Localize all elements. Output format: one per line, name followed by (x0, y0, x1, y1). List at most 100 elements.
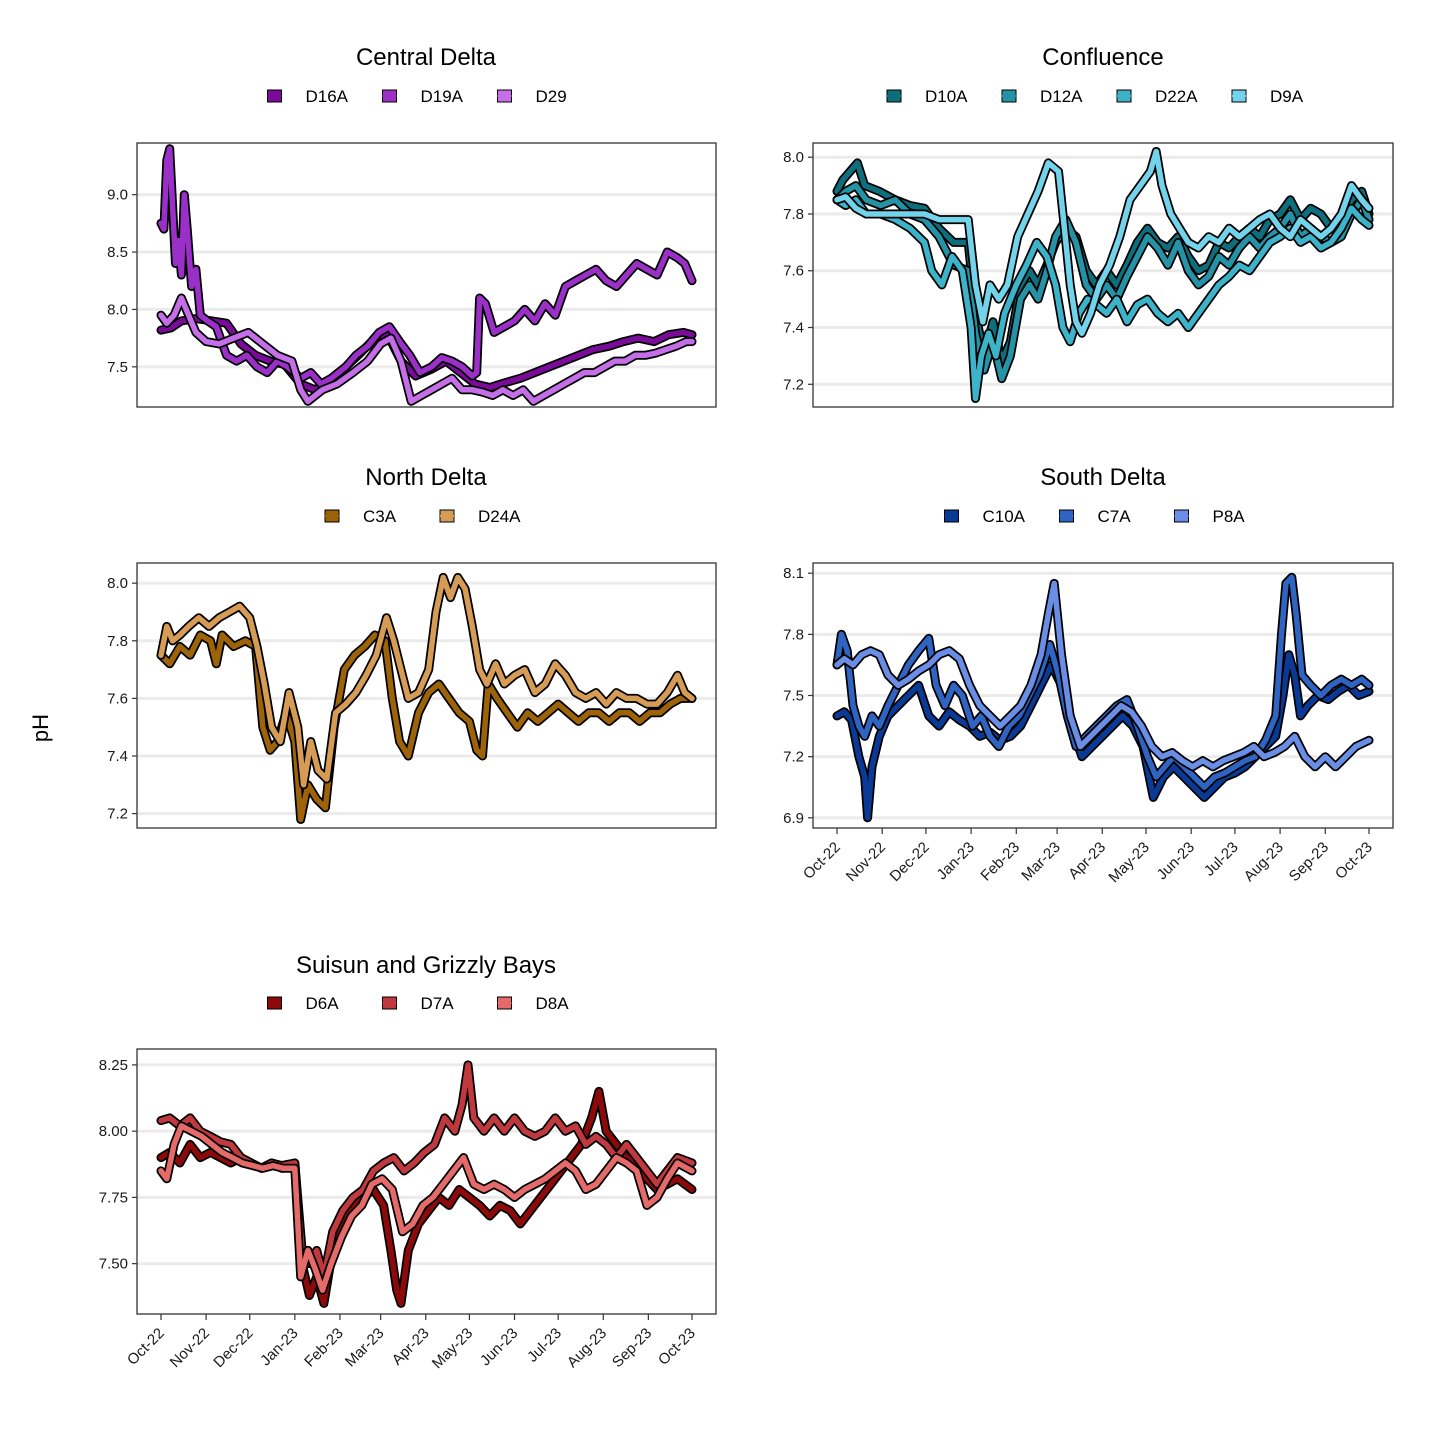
series-line-d12a (834, 182, 1372, 382)
y-tick-label: 7.2 (107, 806, 128, 823)
legend-item-d8a: D8A (497, 994, 570, 1013)
x-tick-label: Oct-23 (1332, 839, 1376, 883)
series-group (156, 144, 697, 406)
legend-item-d16a: D16A (267, 87, 349, 106)
series-line-d19a (158, 145, 695, 387)
x-tick-label: Jul-23 (524, 1325, 565, 1366)
y-tick-label: 8.1 (783, 565, 804, 582)
plot-border (136, 562, 717, 829)
series-line-d24a (158, 574, 695, 788)
legend-label: D16A (306, 87, 349, 106)
x-tick-label: Aug-23 (564, 1325, 610, 1371)
legend-label: P8A (1213, 507, 1246, 526)
x-tick-label: Dec-22 (210, 1325, 256, 1371)
panel-south-delta: South Delta C10A C7A P8A 6.9 7.2 7.5 7.8 8.1 Oct-… (783, 464, 1394, 886)
x-tick-label: Oct-22 (800, 839, 844, 883)
y-tick-label: 7.2 (783, 376, 804, 393)
x-tick-label: Jul-23 (1201, 839, 1242, 880)
legend-item-d29: D29 (497, 87, 567, 106)
y-tick-label: 7.8 (107, 633, 128, 650)
y-tick-label: 7.5 (107, 359, 128, 376)
panel-confluence: Confluence D10A D12A D22A D9A 7.2 7.4 7.6 7.8 8.0 (783, 44, 1394, 408)
x-tick-label: Aug-23 (1241, 839, 1287, 885)
y-tick-label: 7.6 (107, 690, 128, 707)
x-tick-label: Feb-23 (977, 839, 1023, 885)
series-line-d9a (834, 148, 1372, 336)
x-tick-label: Jun-23 (1154, 839, 1198, 883)
y-tick-label: 8.25 (99, 1057, 128, 1074)
panel-title: North Delta (365, 464, 487, 491)
legend-item-d19a: D19A (382, 87, 464, 106)
plot-border (136, 142, 717, 408)
series-outline-d7a (156, 1060, 697, 1282)
panel-title: Central Delta (356, 44, 497, 71)
y-tick-label: 7.8 (783, 626, 804, 643)
series-line-c3a (158, 632, 695, 823)
series-line-p8a (834, 580, 1372, 770)
x-tick-label: Mar-23 (1018, 839, 1064, 885)
x-tick-label: Nov-22 (167, 1325, 213, 1371)
x-tick-label: May-23 (1105, 839, 1152, 886)
series-line-d7a (158, 1062, 695, 1280)
legend-label: D19A (421, 87, 464, 106)
legend-item-p8a: P8A (1174, 507, 1246, 526)
series-line-d29 (158, 295, 695, 405)
legend-label: C3A (363, 507, 397, 526)
x-tick-label: May-23 (429, 1325, 476, 1372)
x-tick-label: Apr-23 (389, 1325, 433, 1369)
y-tick-label: 7.4 (107, 748, 128, 765)
y-tick-label: 7.50 (99, 1256, 128, 1273)
series-line-d10a (834, 160, 1372, 365)
legend-label: D6A (306, 994, 340, 1013)
panel-title: Suisun and Grizzly Bays (296, 952, 556, 979)
series-group (832, 572, 1374, 823)
y-tick-label: 7.4 (783, 320, 804, 337)
legend-label: D29 (536, 87, 567, 106)
series-line-d8a (158, 1123, 695, 1293)
y-tick-label: 8.5 (107, 244, 128, 261)
legend-item-c10a: C10A (944, 507, 1026, 526)
y-tick-label: 9.0 (107, 187, 128, 204)
y-tick-label: 7.5 (783, 688, 804, 705)
legend-item-c3a: C3A (324, 507, 397, 526)
series-outline-d10a (832, 158, 1374, 367)
x-tick-label: Jun-23 (477, 1325, 521, 1369)
x-tick-label: Jan-23 (257, 1325, 301, 1369)
panel-central-delta: Central Delta D16A D19A D29 7.5 8.0 8.5 9.0 (107, 44, 717, 408)
legend-label: D22A (1155, 87, 1198, 106)
legend-item-d22a: D22A (1116, 87, 1198, 106)
legend-label: D12A (1040, 87, 1083, 106)
x-tick-label: Sep-23 (1286, 839, 1332, 885)
x-tick-label: Sep-23 (609, 1325, 655, 1371)
legend-item-c7a: C7A (1059, 507, 1132, 526)
y-tick-label: 8.0 (107, 575, 128, 592)
y-tick-label: 7.8 (783, 206, 804, 223)
series-group (156, 1060, 697, 1308)
series-group (832, 147, 1374, 403)
y-axis-label: pH (28, 714, 53, 742)
x-tick-label: Dec-22 (887, 839, 933, 885)
y-tick-label: 8.00 (99, 1123, 128, 1140)
x-tick-label: Apr-23 (1065, 839, 1109, 883)
panel-north-delta: North Delta C3A D24A 7.2 7.4 7.6 7.8 8.0 (107, 464, 717, 829)
y-tick-label: 7.6 (783, 263, 804, 280)
panel-title: South Delta (1040, 464, 1166, 491)
chart-panels: Central Delta D16A D19A D29 7.5 8.0 8.5 9.0 Conf… (99, 44, 1394, 1372)
legend-label: D10A (925, 87, 968, 106)
series-line-c10a (834, 651, 1372, 821)
legend-item-d6a: D6A (267, 994, 340, 1013)
y-tick-label: 8.0 (783, 149, 804, 166)
legend-label: D9A (1270, 87, 1304, 106)
plot-border (136, 1048, 717, 1315)
panel-suisun-and-grizzly-bays: Suisun and Grizzly Bays D6A D7A D8A 7.50 7.75… (99, 952, 717, 1372)
legend-item-d7a: D7A (382, 994, 454, 1013)
legend-label: C10A (983, 507, 1026, 526)
legend-label: D8A (536, 994, 570, 1013)
x-tick-label: Feb-23 (301, 1325, 347, 1371)
legend-item-d9a: D9A (1231, 87, 1304, 106)
y-tick-label: 6.9 (783, 810, 804, 827)
x-tick-label: Mar-23 (342, 1325, 388, 1371)
legend-label: C7A (1098, 507, 1132, 526)
x-tick-label: Oct-22 (124, 1325, 168, 1369)
